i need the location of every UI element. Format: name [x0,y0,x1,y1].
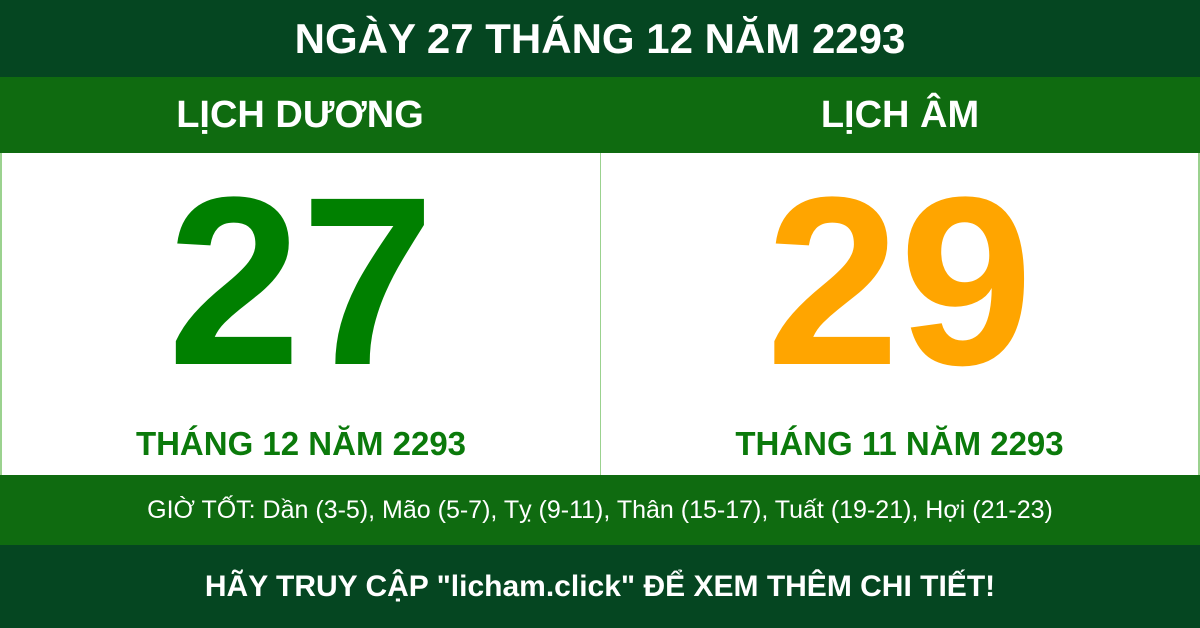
lunar-day: 29 [766,147,1033,415]
solar-day: 27 [167,147,435,415]
lunar-month-year: THÁNG 11 NĂM 2293 [735,425,1064,462]
solar-heading: LỊCH DƯƠNG [176,94,424,136]
solar-month-year: THÁNG 12 NĂM 2293 [135,425,467,462]
page-title: NGÀY 27 THÁNG 12 NĂM 2293 [0,0,1200,77]
solar-panel: 27 THÁNG 12 NĂM 2293 [0,147,600,475]
footer-cta: HÃY TRUY CẬP "licham.click" ĐỂ XEM THÊM … [0,545,1200,628]
good-hours: GIỜ TỐT: Dần (3-5), Mão (5-7), Tỵ (9-11)… [0,475,1200,545]
lunar-heading: LỊCH ÂM [820,94,980,136]
calendar-headers: LỊCH DƯƠNG LỊCH ÂM [0,77,1200,153]
lunar-panel: 29 THÁNG 11 NĂM 2293 [600,147,1200,475]
